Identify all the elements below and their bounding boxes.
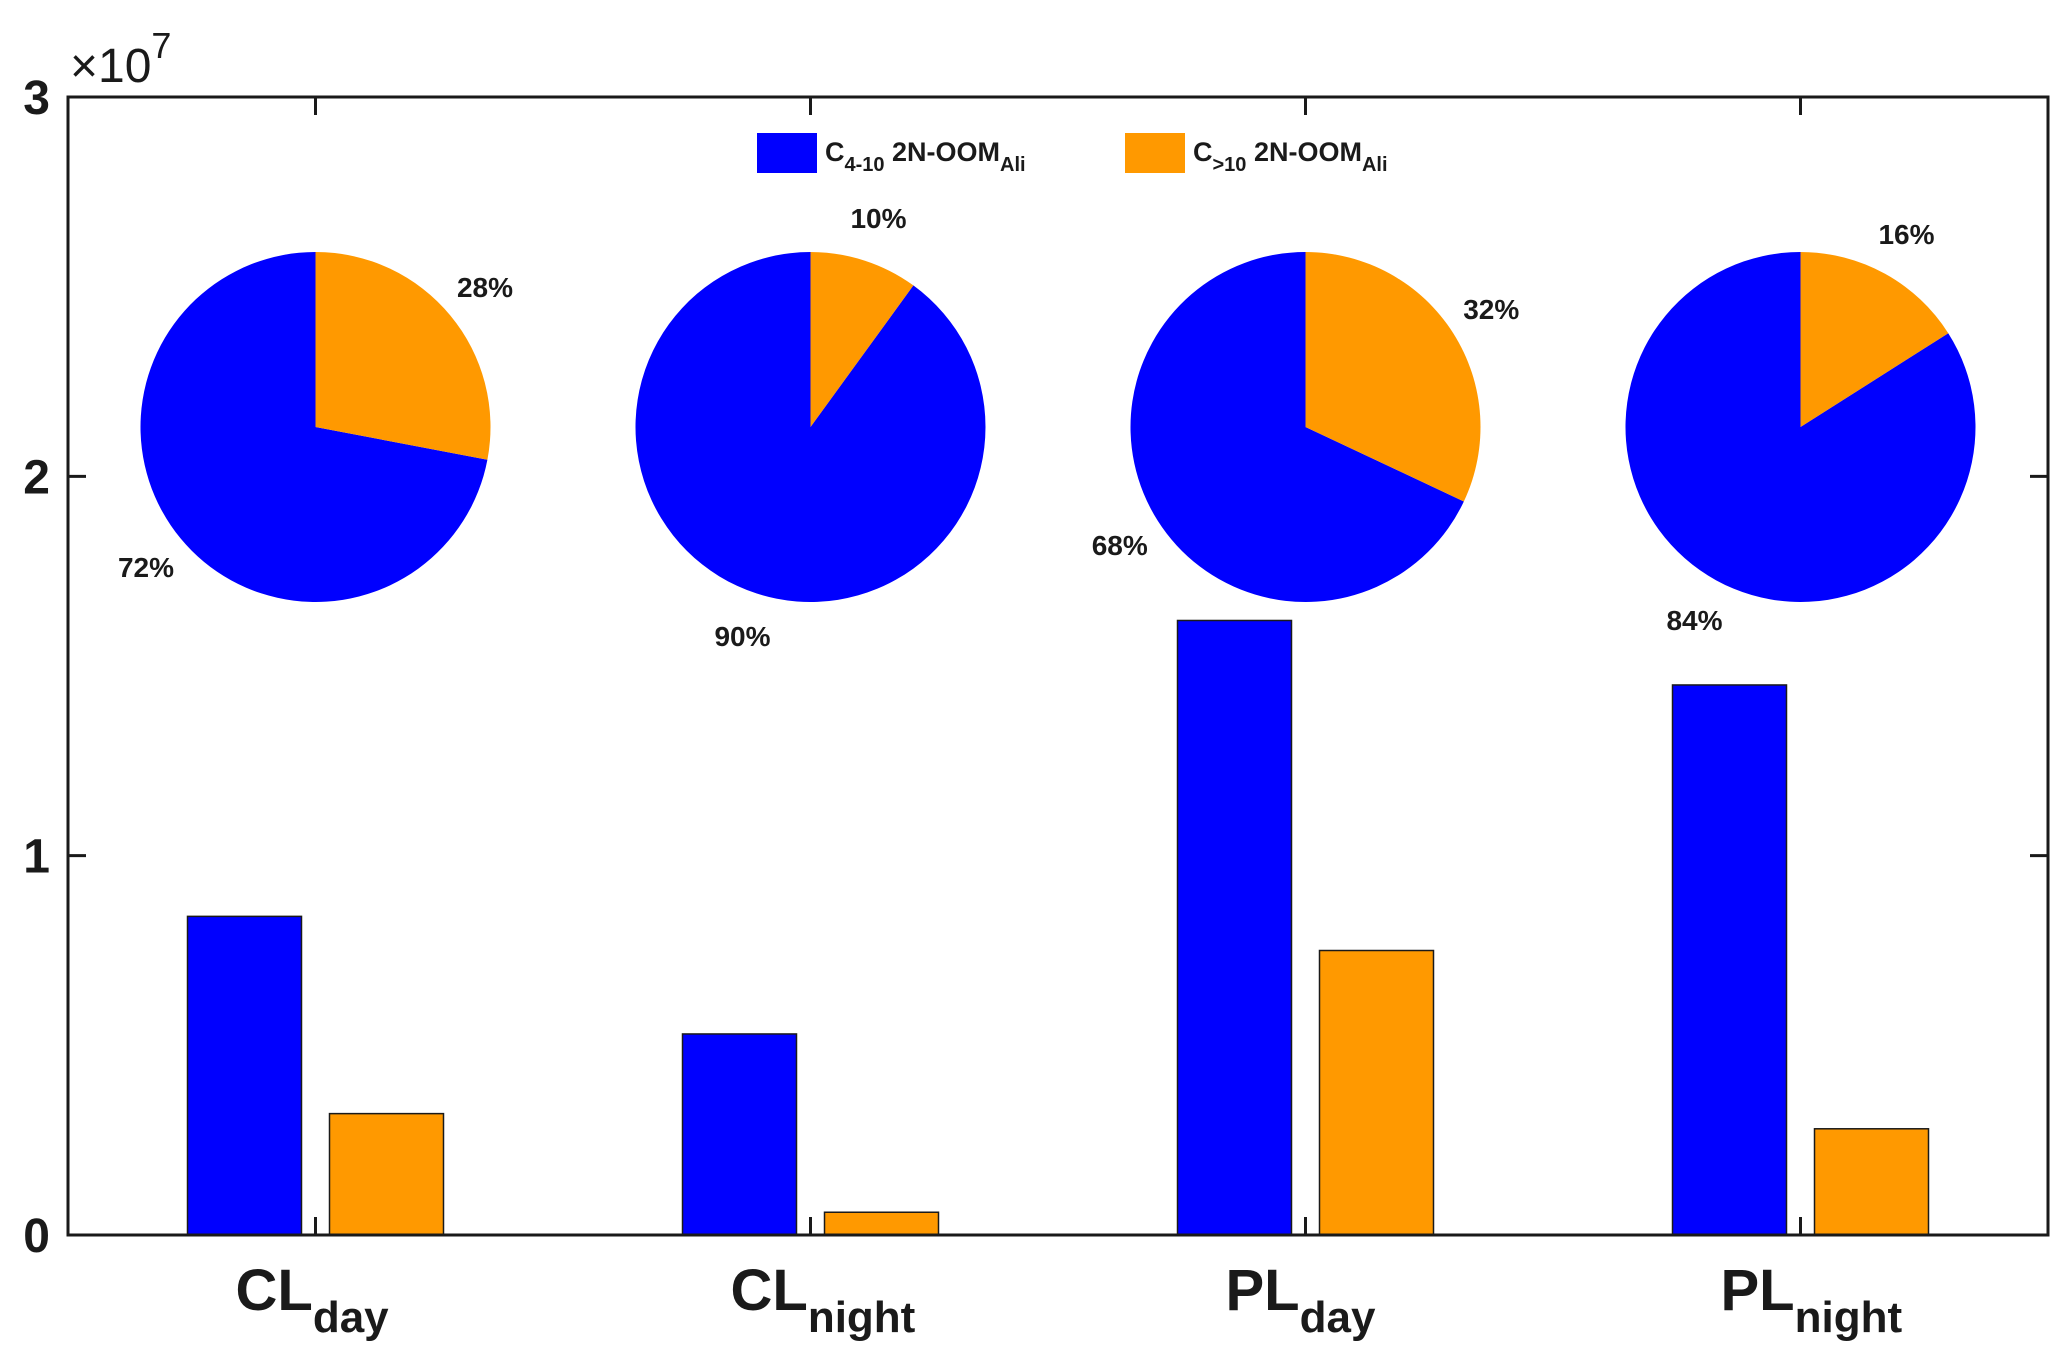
x-tick-main: CL xyxy=(731,1258,808,1323)
bar-c4-10-cl-night xyxy=(681,1033,798,1236)
x-tick-sub: day xyxy=(313,1293,389,1342)
y-tick-label: 1 xyxy=(23,831,50,884)
bar-c4-10-cl-day xyxy=(186,915,303,1236)
bar-c-gt10-cl-night xyxy=(823,1211,940,1236)
pie-slice-c-gt10-3 xyxy=(1800,252,1949,427)
x-tick-sub: night xyxy=(808,1293,916,1342)
y-exponent-power: 7 xyxy=(151,25,171,66)
pie-label-c4-10-3: 84% xyxy=(1666,605,1722,636)
pie-label-c4-10-1: 90% xyxy=(714,621,770,652)
plot-frame xyxy=(66,95,2050,1237)
x-tick-sub: day xyxy=(1300,1293,1376,1342)
y-tick-label: 3 xyxy=(23,72,50,125)
pie-slice-c4-10-0 xyxy=(140,252,488,602)
x-tick-label-cl-night: CLnight xyxy=(731,1258,916,1342)
x-tick-main: CL xyxy=(236,1258,313,1323)
pie-slice-c-gt10-1 xyxy=(810,252,914,427)
bar-c-gt10-pl-day xyxy=(1318,949,1435,1236)
legend-label-part: 2N-OOM xyxy=(885,137,1001,167)
y-tick-label: 2 xyxy=(23,451,50,504)
x-tick-label-pl-day: PLday xyxy=(1226,1258,1376,1342)
legend-label-part: 4-10 xyxy=(845,154,885,176)
x-tick-label-pl-night: PLnight xyxy=(1721,1258,1903,1342)
legend-label-c4-10: C4-10 2N-OOMAli xyxy=(825,137,1026,176)
pie-slice-c-gt10-2 xyxy=(1305,252,1481,502)
legend-swatch-c-gt10 xyxy=(1125,133,1185,173)
y-exponent-label: ×107 xyxy=(70,25,171,93)
bar-c-gt10-cl-day xyxy=(328,1112,445,1236)
pie-slice-c4-10-2 xyxy=(1130,252,1464,602)
bar-c4-10-pl-night xyxy=(1671,684,1788,1236)
pie-label-c4-10-2: 68% xyxy=(1092,530,1148,561)
legend-label-part: 2N-OOM xyxy=(1246,137,1362,167)
legend-label-part: Ali xyxy=(1000,154,1026,176)
x-tick-main: PL xyxy=(1226,1258,1300,1323)
y-exponent-base: ×10 xyxy=(70,40,151,93)
legend-label-c-gt10: C>10 2N-OOMAli xyxy=(1193,137,1388,176)
legend-label-part: >10 xyxy=(1213,154,1247,176)
x-tick-label-cl-day: CLday xyxy=(236,1258,390,1342)
legend-label-part: C xyxy=(1193,137,1213,167)
pie-label-c-gt10-2: 32% xyxy=(1463,294,1519,325)
x-tick-main: PL xyxy=(1721,1258,1795,1323)
legend-swatch-c4-10 xyxy=(757,133,817,173)
y-tick-label: 0 xyxy=(23,1210,50,1263)
bar-c4-10-pl-day xyxy=(1176,619,1293,1236)
pie-label-c-gt10-1: 10% xyxy=(850,203,906,234)
pie-label-c-gt10-3: 16% xyxy=(1878,219,1934,250)
bar-c-gt10-pl-night xyxy=(1813,1128,1930,1236)
x-tick-sub: night xyxy=(1795,1293,1903,1342)
pie-label-c-gt10-0: 28% xyxy=(457,272,513,303)
legend-label-part: C xyxy=(825,137,845,167)
pie-label-c4-10-0: 72% xyxy=(118,552,174,583)
legend-label-part: Ali xyxy=(1362,154,1388,176)
pie-slice-c-gt10-0 xyxy=(315,252,491,460)
